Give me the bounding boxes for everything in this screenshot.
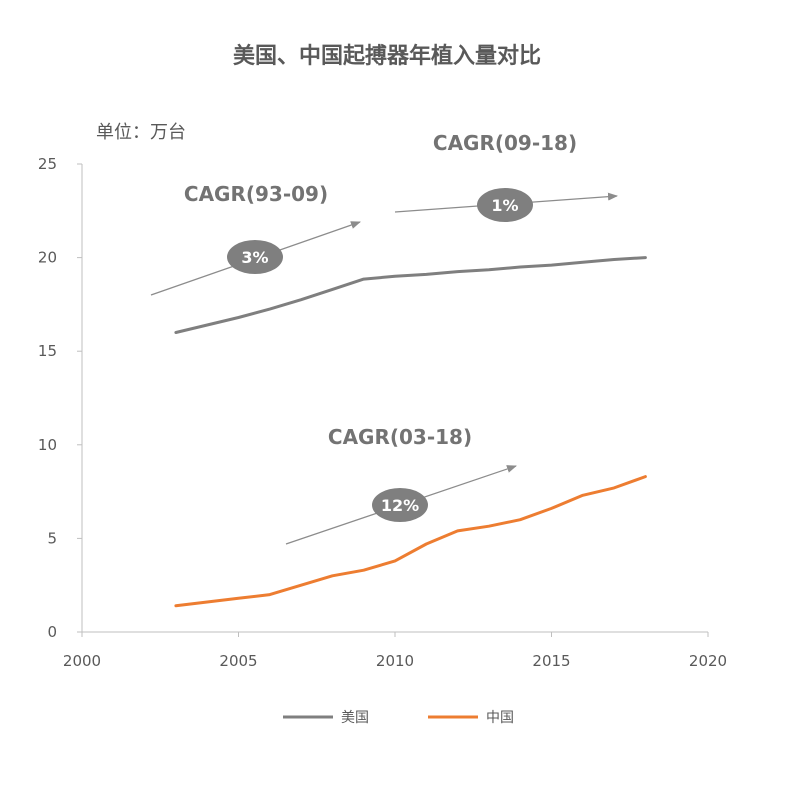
cagr-value-93-09: 3% xyxy=(241,248,268,267)
axes xyxy=(77,163,709,637)
legend-label-us: 美国 xyxy=(341,710,369,726)
cagr-badge-09-18 xyxy=(477,188,533,222)
cagr-value-09-18: 1% xyxy=(491,196,518,215)
x-tick-label: 2020 xyxy=(689,652,727,670)
x-tick-label: 2000 xyxy=(63,652,101,670)
legend: 美国 中国 xyxy=(283,710,514,726)
y-tick-label: 5 xyxy=(47,529,57,547)
cagr-value-03-18: 12% xyxy=(381,496,419,515)
cagr-annotation-09-18: CAGR(09-18) 1% xyxy=(394,131,618,222)
y-tick-label: 15 xyxy=(38,342,57,360)
y-tick-label: 10 xyxy=(38,436,57,454)
legend-label-china: 中国 xyxy=(486,710,514,726)
y-tick-label: 0 xyxy=(47,623,57,641)
x-tick-label: 2015 xyxy=(532,652,570,670)
series-line-us xyxy=(174,256,647,334)
x-tick-labels: 2000 2005 2010 2015 2020 xyxy=(63,652,727,670)
cagr-label-09-18: CAGR(09-18) xyxy=(433,131,577,155)
series-layer xyxy=(174,256,647,608)
cagr-annotation-03-18: CAGR(03-18) 12% xyxy=(285,425,517,545)
unit-label: 单位：万台 xyxy=(96,122,186,143)
cagr-label-93-09: CAGR(93-09) xyxy=(184,182,328,206)
chart-title: 美国、中国起搏器年植入量对比 xyxy=(233,43,541,69)
cagr-annotation-93-09: CAGR(93-09) 3% xyxy=(150,182,361,296)
y-tick-labels: 0 5 10 15 20 25 xyxy=(38,155,57,641)
cagr-label-03-18: CAGR(03-18) xyxy=(328,425,472,449)
cagr-badge-93-09 xyxy=(227,240,283,274)
x-tick-label: 2005 xyxy=(219,652,257,670)
x-tick-label: 2010 xyxy=(376,652,414,670)
y-tick-label: 20 xyxy=(38,249,57,267)
cagr-badge-03-18 xyxy=(372,488,428,522)
y-tick-label: 25 xyxy=(38,155,57,173)
series-line-china xyxy=(174,475,647,608)
